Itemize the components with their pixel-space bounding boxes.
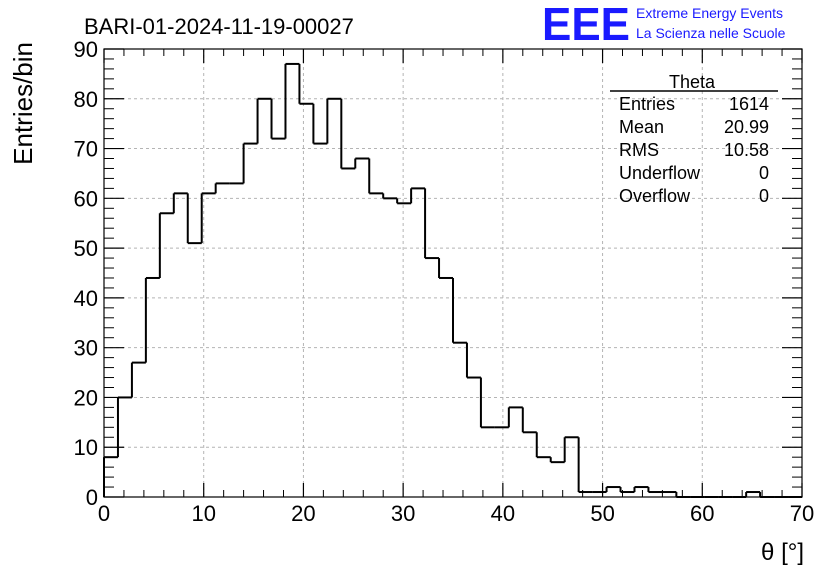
- y-tick-label: 90: [74, 37, 98, 62]
- y-tick-label: 40: [74, 286, 98, 311]
- plot-frame: [103, 48, 803, 498]
- y-tick-label: 80: [74, 87, 98, 112]
- y-tick-label: 50: [74, 236, 98, 261]
- stats-row-value: 10.58: [724, 140, 769, 160]
- y-tick-label: 0: [86, 485, 98, 510]
- y-tick-label: 10: [74, 435, 98, 460]
- y-axis-label: Entries/bin: [8, 42, 38, 165]
- x-tick-label: 0: [98, 501, 110, 526]
- stats-row-label: Underflow: [619, 163, 701, 183]
- x-tick-label: 30: [391, 501, 415, 526]
- x-tick-label: 10: [191, 501, 215, 526]
- x-axis-label: θ [°]: [761, 539, 804, 566]
- eee-logo-text: EEE: [542, 0, 630, 50]
- y-tick-label: 20: [74, 385, 98, 410]
- eee-logo: EEE Extreme Energy Events La Scienza nel…: [542, 0, 786, 50]
- stats-box: Theta Entries 1614 Mean 20.99 RMS 10.58 Underf…: [610, 72, 778, 206]
- x-tick-label: 20: [291, 501, 315, 526]
- x-tick-label: 70: [790, 501, 814, 526]
- stats-row-label: RMS: [619, 140, 659, 160]
- y-tick-label: 70: [74, 137, 98, 162]
- x-tick-label: 40: [491, 501, 515, 526]
- stats-title: Theta: [669, 72, 716, 92]
- y-tick-label: 30: [74, 336, 98, 361]
- x-tick-label: 60: [690, 501, 714, 526]
- x-tick-label: 50: [590, 501, 614, 526]
- axis-ticks: [103, 48, 803, 498]
- stats-row-label: Mean: [619, 117, 664, 137]
- grid: [104, 49, 802, 497]
- stats-row-label: Entries: [619, 94, 675, 114]
- chart-title: BARI-01-2024-11-19-00027: [84, 14, 354, 39]
- branding-line-2: La Scienza nelle Scuole: [636, 25, 786, 41]
- stats-row-value: 0: [759, 186, 769, 206]
- stats-row-label: Overflow: [619, 186, 691, 206]
- stats-row-value: 20.99: [724, 117, 769, 137]
- stats-row-value: 0: [759, 163, 769, 183]
- histogram: [103, 62, 802, 498]
- y-tick-label: 60: [74, 186, 98, 211]
- stats-row-value: 1614: [729, 94, 769, 114]
- branding-line-1: Extreme Energy Events: [636, 5, 783, 21]
